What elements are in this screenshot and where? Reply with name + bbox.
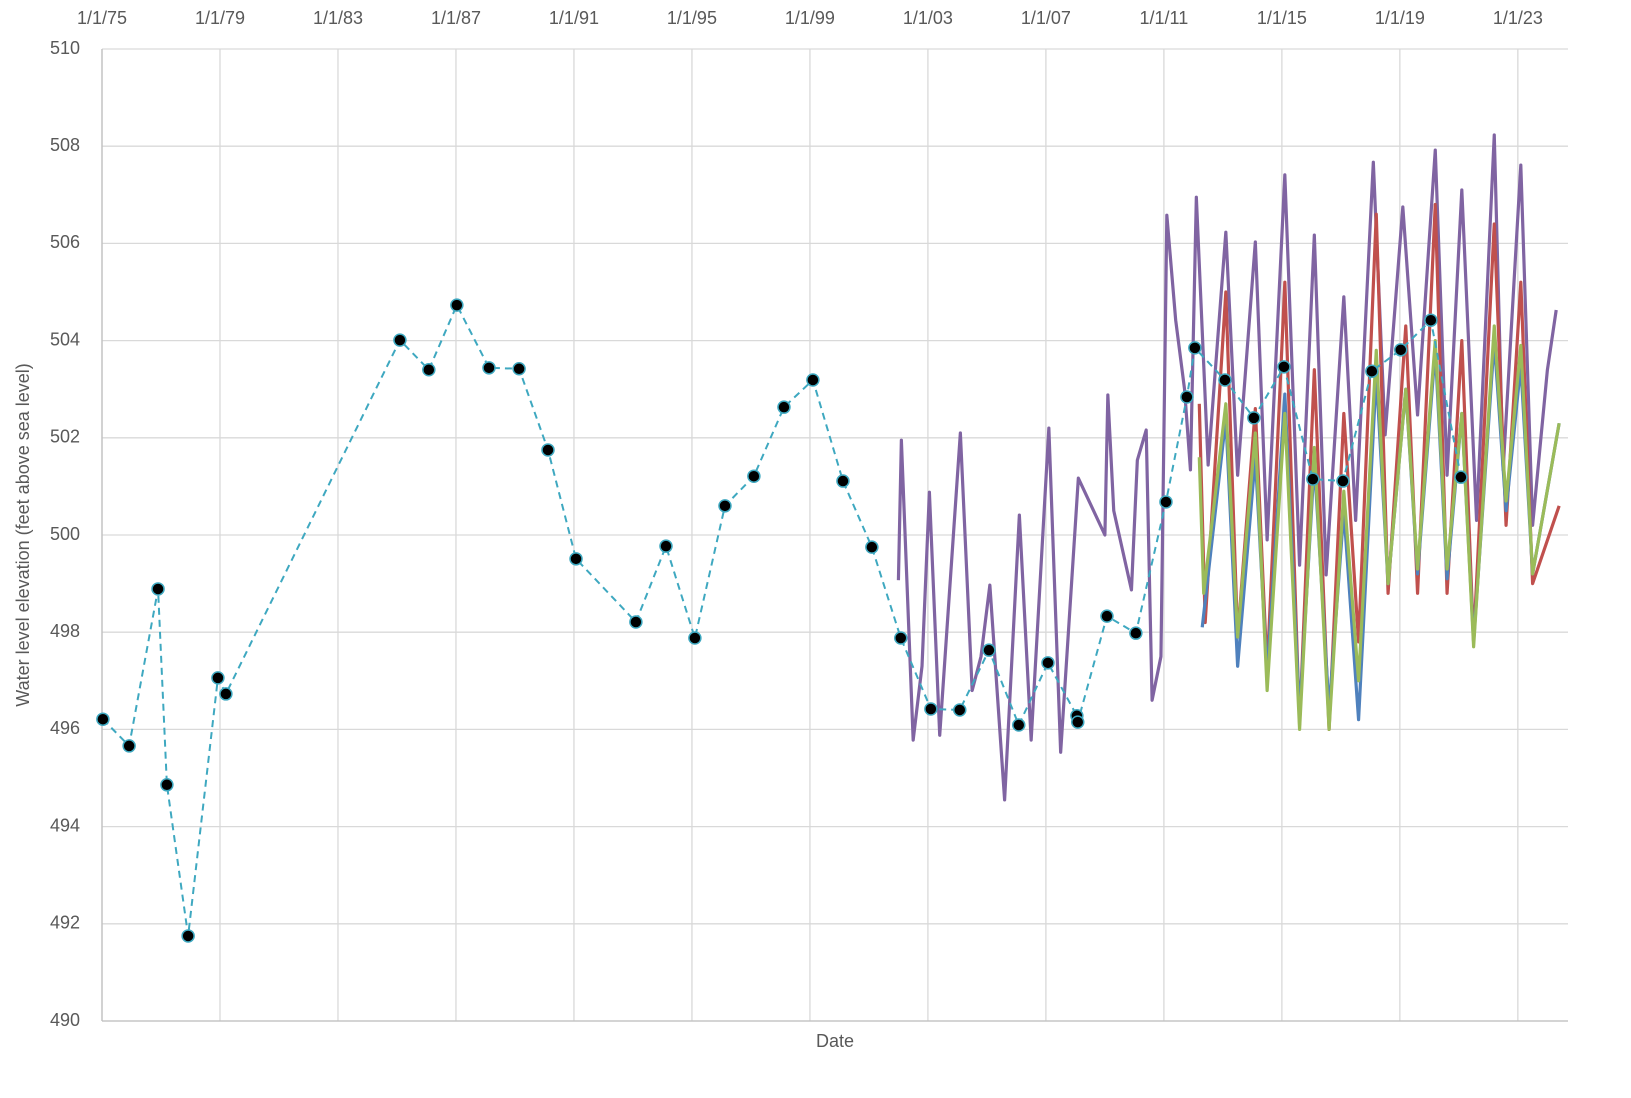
x-tick-label: 1/1/23 bbox=[1493, 8, 1543, 28]
data-point bbox=[718, 499, 732, 513]
data-point bbox=[1041, 656, 1055, 670]
data-point bbox=[1454, 470, 1468, 484]
data-point bbox=[482, 361, 496, 375]
data-point bbox=[1424, 313, 1438, 327]
x-tick-label: 1/1/19 bbox=[1375, 8, 1425, 28]
data-point bbox=[1394, 343, 1408, 357]
data-point bbox=[96, 712, 110, 726]
data-point bbox=[569, 552, 583, 566]
series-line bbox=[1197, 324, 1561, 731]
x-tick-label: 1/1/95 bbox=[667, 8, 717, 28]
data-point bbox=[894, 631, 908, 645]
series-line bbox=[1197, 202, 1561, 731]
x-tick-label: 1/1/91 bbox=[549, 8, 599, 28]
x-tick-label: 1/1/03 bbox=[903, 8, 953, 28]
data-point bbox=[1247, 411, 1261, 425]
data-point bbox=[160, 778, 174, 792]
data-point bbox=[541, 443, 555, 457]
data-point bbox=[865, 540, 879, 554]
y-tick-label: 498 bbox=[50, 621, 80, 641]
data-point bbox=[393, 333, 407, 347]
data-point bbox=[1129, 626, 1143, 640]
data-point bbox=[688, 631, 702, 645]
data-point bbox=[836, 474, 850, 488]
data-point bbox=[777, 400, 791, 414]
y-tick-label: 490 bbox=[50, 1010, 80, 1030]
x-tick-label: 1/1/07 bbox=[1021, 8, 1071, 28]
data-point bbox=[1100, 609, 1114, 623]
x-tick-label: 1/1/75 bbox=[77, 8, 127, 28]
x-tick-label: 1/1/15 bbox=[1257, 8, 1307, 28]
y-tick-label: 492 bbox=[50, 913, 80, 933]
data-point bbox=[747, 469, 761, 483]
series-line bbox=[896, 133, 1558, 802]
x-tick-label: 1/1/83 bbox=[313, 8, 363, 28]
x-axis-label: Date bbox=[816, 1031, 854, 1051]
data-point bbox=[629, 615, 643, 629]
y-tick-label: 504 bbox=[50, 329, 80, 349]
y-tick-label: 506 bbox=[50, 232, 80, 252]
y-tick-label: 502 bbox=[50, 427, 80, 447]
data-point bbox=[924, 702, 938, 716]
data-point bbox=[219, 687, 233, 701]
y-axis-label: Water level elevation (feet above sea le… bbox=[13, 363, 33, 707]
y-tick-label: 510 bbox=[50, 38, 80, 58]
data-point bbox=[1180, 390, 1194, 404]
data-point bbox=[1336, 474, 1350, 488]
data-point bbox=[953, 703, 967, 717]
data-point bbox=[982, 643, 996, 657]
data-point bbox=[122, 739, 136, 753]
y-tick-label: 494 bbox=[50, 815, 80, 835]
data-point bbox=[181, 929, 195, 943]
data-point bbox=[659, 539, 673, 553]
data-point bbox=[1012, 718, 1026, 732]
data-point bbox=[1277, 360, 1291, 374]
x-tick-label: 1/1/11 bbox=[1140, 8, 1189, 28]
data-point bbox=[450, 298, 464, 312]
data-point bbox=[1188, 341, 1202, 355]
y-tick-label: 496 bbox=[50, 718, 80, 738]
data-point bbox=[151, 582, 165, 596]
y-tick-label: 500 bbox=[50, 524, 80, 544]
x-tick-label: 1/1/87 bbox=[431, 8, 481, 28]
data-point bbox=[211, 671, 225, 685]
series-line bbox=[102, 304, 1462, 937]
data-point bbox=[1071, 715, 1085, 729]
y-tick-label: 508 bbox=[50, 135, 80, 155]
data-point bbox=[422, 363, 436, 377]
data-point bbox=[1365, 364, 1379, 378]
x-tick-label: 1/1/99 bbox=[785, 8, 835, 28]
x-tick-label: 1/1/79 bbox=[195, 8, 245, 28]
data-point bbox=[1159, 495, 1173, 509]
data-point bbox=[1218, 373, 1232, 387]
data-point bbox=[806, 373, 820, 387]
data-point bbox=[1306, 472, 1320, 486]
data-point bbox=[512, 362, 526, 376]
